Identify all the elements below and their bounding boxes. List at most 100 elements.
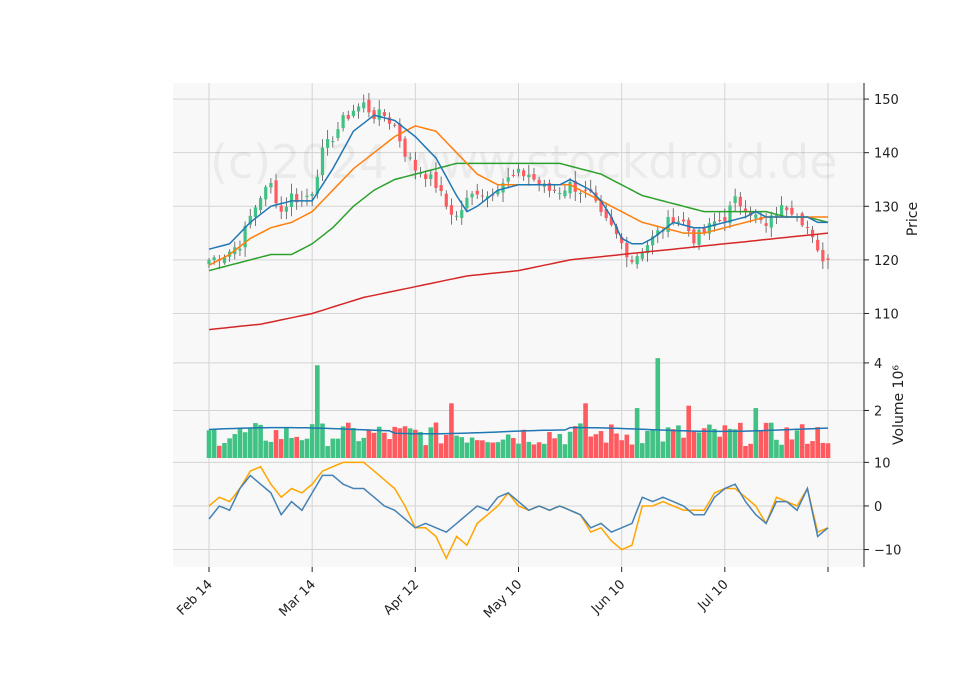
- volume-bar: [242, 432, 248, 458]
- candle-up: [341, 115, 345, 129]
- volume-bar: [810, 441, 815, 458]
- volume-bar: [536, 442, 542, 458]
- volume-bar: [309, 424, 315, 458]
- volume-bar: [433, 422, 439, 458]
- candle-down: [609, 216, 613, 225]
- volume-bar: [701, 428, 707, 458]
- volume-bar: [774, 439, 779, 458]
- candle-down: [800, 213, 804, 226]
- candle-down: [413, 159, 417, 171]
- candle-down: [532, 174, 536, 180]
- volume-bar: [567, 431, 573, 458]
- volume-bar: [413, 429, 418, 458]
- candle-down: [393, 124, 397, 126]
- volume-bar: [789, 439, 795, 458]
- candle-up: [310, 194, 314, 197]
- candle-up: [516, 168, 521, 173]
- candle-up: [651, 236, 655, 246]
- candle-up: [305, 195, 309, 198]
- volume-bar: [640, 443, 645, 458]
- volume-bar: [717, 436, 722, 458]
- volume-bar: [552, 438, 557, 458]
- oscillator-tick-label: 0: [874, 500, 882, 515]
- volume-bar: [407, 428, 413, 458]
- volume-bar: [547, 432, 552, 458]
- volume-bar: [294, 436, 299, 458]
- volume-bar: [531, 444, 537, 458]
- candle-up: [578, 192, 582, 195]
- volume-bar: [619, 440, 624, 458]
- volume-bar: [572, 426, 578, 458]
- volume-bar: [480, 440, 485, 458]
- candle-up: [351, 110, 356, 116]
- volume-tick-label: 4: [874, 357, 882, 372]
- candle-down: [816, 239, 820, 251]
- candle-up: [264, 186, 268, 200]
- volume-bar: [738, 422, 743, 458]
- volume-bar: [691, 430, 697, 458]
- candle-down: [604, 209, 608, 219]
- ma-fast-line: [208, 114, 828, 250]
- volume-axis-label: Volume 10⁶: [891, 365, 907, 445]
- oscillator-y-axis: 10 0 −10: [864, 456, 901, 559]
- candle-down: [439, 185, 443, 192]
- volume-bar: [351, 428, 356, 458]
- volume-bar: [284, 427, 289, 458]
- candle-up: [527, 174, 531, 178]
- candle-down: [692, 229, 696, 244]
- candle-down: [821, 250, 825, 262]
- volume-bar: [526, 441, 532, 458]
- candle-down: [790, 207, 794, 215]
- candle-down: [625, 242, 629, 258]
- volume-bar: [707, 424, 712, 458]
- candle-down: [346, 114, 350, 119]
- volume-bar: [500, 439, 506, 458]
- volume-bar: [325, 446, 330, 458]
- volume-bar: [799, 424, 805, 458]
- volume-bar: [371, 432, 377, 458]
- candle-down: [475, 190, 479, 195]
- volume-bar: [784, 427, 790, 458]
- candle-down: [702, 228, 706, 234]
- candle-down: [723, 217, 727, 222]
- volume-bar: [423, 445, 428, 458]
- candle-up: [733, 196, 737, 203]
- volume-bar: [304, 438, 310, 458]
- oscillator-panel: 10 0 −10: [173, 456, 901, 567]
- volume-bar: [665, 427, 671, 458]
- volume-bar: [722, 425, 728, 458]
- price-tick-label: 140: [874, 147, 899, 162]
- candle-up: [418, 173, 423, 175]
- candle-down: [511, 175, 515, 177]
- volume-bar: [227, 438, 232, 458]
- candle-down: [398, 123, 402, 142]
- candle-down: [687, 219, 691, 232]
- volume-bar: [464, 442, 470, 458]
- volume-bar: [578, 423, 583, 458]
- volume-bar: [634, 408, 640, 458]
- volume-bar: [258, 424, 263, 458]
- volume-bar: [232, 434, 238, 458]
- volume-bar: [315, 365, 320, 458]
- volume-bar: [650, 430, 655, 458]
- price-panel: (c)2024 www.stockdroid.de 110 120 130 140 15…: [173, 83, 921, 351]
- oscillator-lines: [208, 461, 829, 561]
- volume-bar: [660, 441, 666, 458]
- candle-up: [362, 102, 366, 109]
- price-y-axis: 110 120 130 140 150: [864, 93, 899, 322]
- volume-bar: [237, 428, 243, 458]
- candle-up: [774, 214, 779, 217]
- volume-bar: [511, 438, 516, 458]
- candle-up: [769, 215, 773, 228]
- volume-bar: [686, 405, 692, 458]
- volume-bar: [247, 427, 253, 458]
- candle-up: [253, 207, 258, 217]
- candle-down: [583, 189, 588, 191]
- volume-ma-line: [208, 426, 829, 435]
- price-tick-label: 120: [874, 254, 899, 269]
- volume-bar: [469, 437, 475, 458]
- volume-bar: [748, 443, 753, 458]
- candle-down: [387, 117, 392, 124]
- candle-up: [238, 248, 242, 251]
